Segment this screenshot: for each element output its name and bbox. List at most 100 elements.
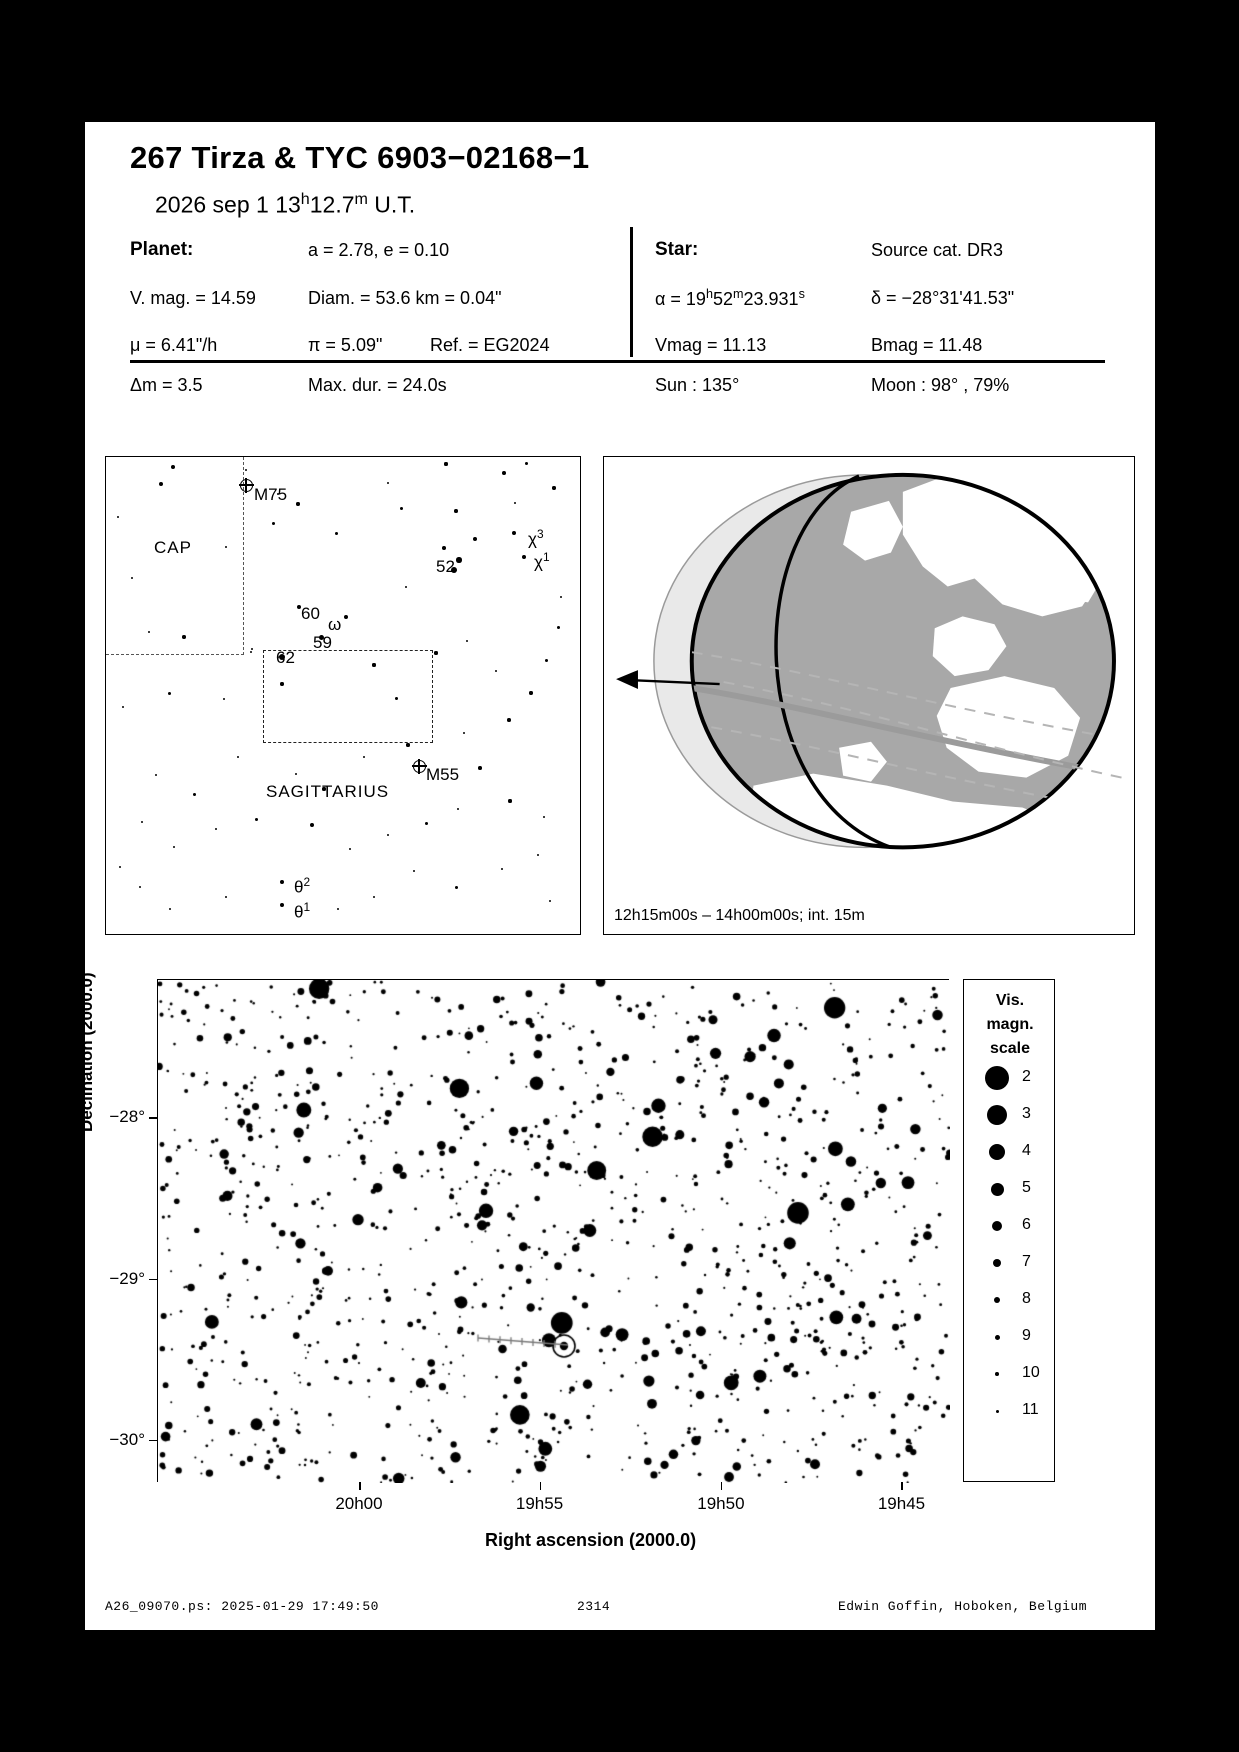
occultation-path-globe: [616, 472, 1123, 850]
legend-magnitude-value: 3: [1022, 1105, 1031, 1122]
legend-dot: [993, 1296, 1001, 1304]
legend-dot: [990, 1182, 1004, 1196]
sky-star: [343, 614, 349, 620]
chart-sheet: 267 Tirza & TYC 6903−02168−1 2026 sep 1 …: [77, 122, 1155, 1630]
sky-star: [276, 492, 280, 496]
star-label: χ3: [528, 527, 544, 549]
messier-label: M55: [426, 765, 460, 784]
sky-star: [404, 585, 408, 589]
legend-magnitude-value: 7: [1022, 1253, 1031, 1270]
sky-star: [399, 506, 403, 510]
legend-magnitude-value: 10: [1022, 1364, 1040, 1381]
sky-star: [536, 853, 540, 857]
sky-star: [462, 731, 466, 735]
star-field-canvas: [158, 980, 950, 1483]
datetime-prefix: 2026 sep 1 13: [155, 191, 301, 218]
x-axis-tick-label: 20h00: [335, 1494, 383, 1513]
sky-star: [172, 845, 176, 849]
sky-chart-panel[interactable]: CAP SAGITTARIUS M75 M55 52 60 ω 59 62 χ3 χ1 θ2 θ1: [105, 456, 581, 935]
y-axis-tick: [149, 1278, 157, 1281]
ra-second-unit: s: [798, 287, 805, 301]
legend-magnitude-value: 4: [1022, 1142, 1031, 1159]
sky-star: [372, 895, 376, 899]
star-label: θ2: [294, 875, 311, 897]
planet-orbit: a = 2.78, e = 0.10: [308, 240, 450, 260]
star-heading: Star:: [655, 239, 699, 260]
planet-heading: Planet:: [130, 239, 194, 260]
sky-star: [222, 697, 226, 701]
sky-star: [118, 865, 122, 869]
sky-star: [362, 755, 366, 759]
star-label: 52: [436, 557, 455, 576]
sky-star: [254, 817, 258, 821]
star-label: 62: [276, 648, 295, 667]
sky-star: [508, 799, 512, 803]
sky-star: [249, 650, 253, 654]
sky-star: [271, 521, 275, 525]
constellation-boundary-horizontal: [106, 654, 244, 655]
magnitude-drop: Δm = 3.5: [130, 375, 203, 395]
star-label-superscript: 2: [303, 875, 311, 889]
sky-star: [412, 869, 416, 873]
sky-star: [511, 530, 517, 536]
sky-star: [372, 663, 376, 667]
datetime-suffix: U.T.: [367, 191, 416, 218]
legend-title-line2: magn.: [986, 1016, 1034, 1033]
y-axis-tick-label: −28°: [109, 1107, 145, 1127]
star-label: 60: [301, 604, 320, 623]
legend-dot: [993, 1259, 1001, 1267]
legend-dot: [994, 1334, 1000, 1340]
star-field-panel[interactable]: [157, 979, 950, 1483]
legend-dot: [985, 1066, 1009, 1090]
planet-motion: μ = 6.41"/h: [130, 335, 218, 355]
footer-center: 2314: [577, 1599, 611, 1614]
y-axis-tick: [149, 1439, 157, 1442]
sky-star: [296, 604, 302, 610]
sky-star: [500, 867, 504, 871]
sky-star: [278, 653, 286, 661]
sky-star: [454, 509, 458, 513]
ra-seconds: 23.931: [743, 289, 799, 309]
legend-dot: [995, 1372, 999, 1376]
star-label-superscript: 1: [303, 900, 311, 914]
sky-star: [386, 833, 390, 837]
y-axis-tick-label: −30°: [109, 1429, 145, 1449]
x-axis-tick-label: 19h45: [877, 1494, 926, 1513]
sky-star: [154, 773, 158, 777]
sky-star: [121, 705, 125, 709]
sun-elongation: Sun : 135°: [655, 375, 740, 395]
sky-star: [542, 815, 546, 819]
star-label: χ1: [534, 550, 550, 572]
sky-star: [559, 595, 563, 599]
sky-star: [394, 696, 398, 700]
sky-star: [138, 885, 142, 889]
sky-star: [552, 486, 556, 490]
sky-star: [171, 465, 175, 469]
moon-elongation: Moon : 98° , 79%: [871, 375, 1010, 395]
sky-star: [310, 823, 314, 827]
star-label-superscript: 3: [536, 527, 544, 541]
star-label: ω: [328, 615, 342, 634]
footer-left: A26_09070.ps: 2025-01-29 17:49:50: [105, 1599, 379, 1614]
legend-magnitude-value: 2: [1022, 1068, 1031, 1085]
event-datetime: 2026 sep 1 13h12.7m U.T.: [155, 190, 415, 219]
sky-star: [279, 879, 285, 885]
sky-star: [250, 647, 254, 651]
globe-time-caption: 12h15m00s – 14h00m00s; int. 15m: [614, 907, 865, 924]
sky-star: [494, 669, 498, 673]
planet-diameter: Diam. = 53.6 km = 0.04": [308, 288, 502, 308]
sky-star: [456, 557, 462, 563]
star-label-superscript: 1: [542, 550, 550, 564]
footer-right: Edwin Goffin, Hoboken, Belgium: [838, 1599, 1088, 1614]
sky-star: [182, 635, 186, 639]
sky-star: [472, 536, 478, 542]
world-map-panel[interactable]: 12h15m00s – 14h00m00s; int. 15m: [603, 456, 1135, 935]
sky-star: [224, 545, 228, 549]
x-axis-tick: [901, 1482, 904, 1490]
constellation-label: CAP: [154, 538, 192, 557]
sky-star: [507, 718, 511, 722]
sky-star: [465, 639, 469, 643]
sky-star: [529, 691, 533, 695]
sky-star: [296, 502, 300, 506]
